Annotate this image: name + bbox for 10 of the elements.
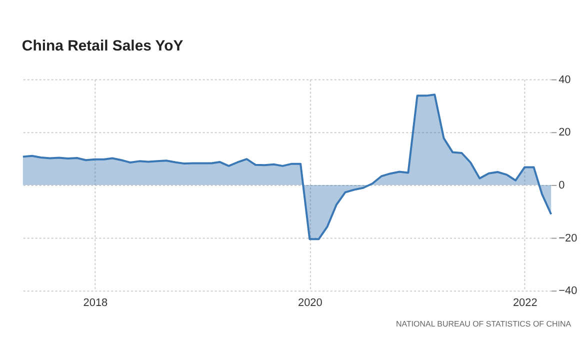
y-tick-label: −40 <box>558 285 578 298</box>
x-tick-label: 2022 <box>512 297 538 310</box>
y-tick-label: −20 <box>558 232 578 244</box>
y-tick-label: 40 <box>558 74 571 86</box>
y-tick-label: 20 <box>558 126 571 139</box>
y-tick-label: 0 <box>558 179 565 192</box>
chart-title: China Retail Sales YoY <box>22 37 184 54</box>
x-tick-label: 2018 <box>83 297 108 310</box>
x-tick-label: 2020 <box>298 297 322 310</box>
text: NATIONAL BUREAU OF STATISTICS OF CHINA <box>396 319 572 328</box>
